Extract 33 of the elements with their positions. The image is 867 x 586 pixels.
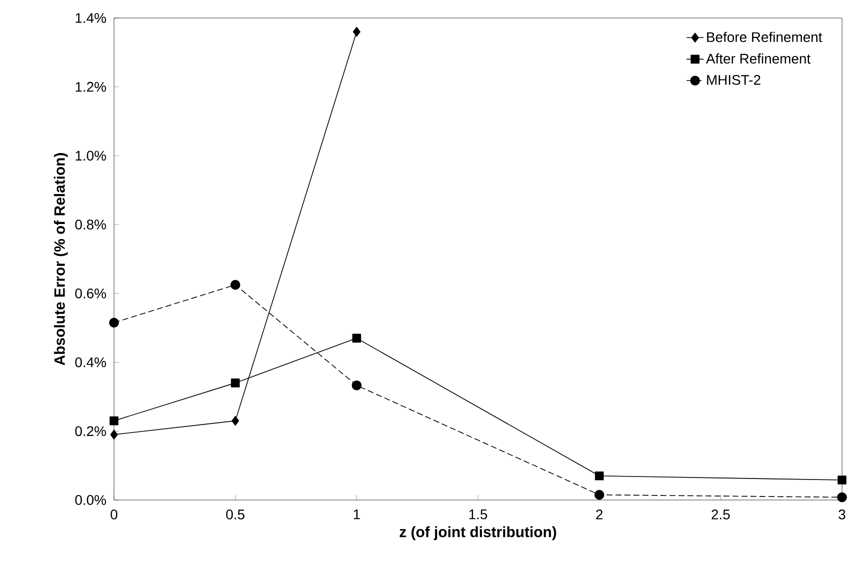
point: [352, 334, 362, 343]
y-tick-label: 0.6%: [75, 288, 106, 298]
legend-label: MHIST-2: [707, 74, 760, 85]
point: [110, 430, 118, 440]
point: [230, 378, 240, 388]
y-tick-label: 0.8%: [75, 220, 106, 230]
point: [352, 380, 362, 390]
x-tick-label: 1: [354, 510, 360, 520]
point: [838, 476, 846, 484]
y-tick-label: 0.2%: [75, 426, 106, 436]
x-axis-title: z (of joint distribution): [400, 526, 556, 540]
x-tick-label: 0.5: [226, 510, 244, 520]
legend-label: Before Refinement: [707, 32, 822, 42]
x-tick-label: 0: [110, 510, 118, 520]
x-tick-label: 1.5: [469, 510, 488, 520]
point: [109, 318, 119, 328]
x-tick-label: 3: [838, 510, 846, 520]
y-tick-label: 0.0%: [75, 495, 106, 505]
y-tick-label: 1.4%: [76, 13, 106, 23]
y-tick-label: 1.2%: [76, 82, 106, 92]
point: [594, 472, 604, 480]
x-tick-label: 2.5: [712, 510, 730, 520]
y-axis-title: Absolute Error (% of Relation): [54, 153, 68, 366]
legend-label: After Refinement: [706, 53, 811, 64]
point: [232, 416, 240, 426]
point: [837, 492, 847, 502]
point: [110, 416, 118, 426]
point: [594, 490, 604, 500]
point: [230, 280, 240, 290]
point: [352, 26, 360, 37]
y-tick-label: 1.0%: [76, 150, 106, 161]
y-tick-label: 0.4%: [75, 357, 106, 368]
x-tick-label: 2: [596, 510, 603, 520]
